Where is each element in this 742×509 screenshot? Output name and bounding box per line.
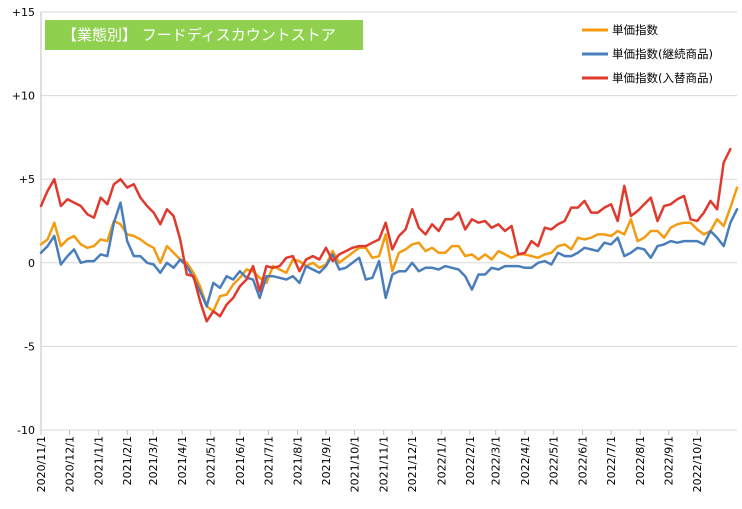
x-tick-label: 2022/8/1: [634, 436, 647, 485]
x-tick-label: 2021/9/1: [320, 436, 333, 485]
x-tick-label: 2021/5/1: [205, 436, 218, 485]
y-tick-label: -5: [24, 340, 35, 353]
x-tick-label: 2022/9/1: [663, 436, 676, 485]
series-line-1: [39, 186, 739, 313]
x-tick-label: 2022/10/1: [691, 436, 704, 492]
x-tick-label: 2021/4/1: [176, 436, 189, 485]
chart-title-text: 【業態別】 フードディスカウントストア: [62, 26, 336, 44]
x-tick-label: 2021/7/1: [262, 436, 275, 485]
x-tick-label: 2020/12/1: [64, 436, 77, 492]
x-tick-label: 2021/6/1: [234, 436, 247, 485]
series-line-3: [39, 147, 732, 323]
y-tick-label: -10: [17, 424, 35, 437]
x-tick-label: 2022/4/1: [519, 436, 532, 485]
y-tick-label: 0: [28, 257, 35, 270]
y-tick-label: +10: [12, 90, 35, 103]
series-lines: [39, 147, 739, 323]
x-tick-label: 2022/5/1: [547, 436, 560, 485]
x-tick-label: 2021/12/1: [406, 436, 419, 492]
x-tick-label: 2022/3/1: [490, 436, 503, 485]
x-tick-label: 2021/10/1: [349, 436, 362, 492]
legend-label-2: 単価指数(継続商品): [612, 47, 713, 61]
legend-label-3: 単価指数(入替商品): [612, 71, 713, 85]
x-tick-label: 2021/3/1: [147, 436, 160, 485]
x-tick-label: 2022/7/1: [605, 436, 618, 485]
x-tick-label: 2022/2/1: [464, 436, 477, 485]
x-tick-label: 2021/11/1: [378, 436, 391, 492]
chart-title: 【業態別】 フードディスカウントストア: [45, 20, 363, 50]
series-line-2: [39, 201, 739, 308]
x-tick-label: 2022/6/1: [577, 436, 590, 485]
x-tick-label: 2021/8/1: [292, 436, 305, 485]
x-axis: 2020/11/1 2020/12/1 2021/1/1 2021/2/1 2021/3…: [35, 430, 704, 492]
x-tick-label: 2020/11/1: [35, 436, 48, 492]
x-tick-label: 2022/1/1: [435, 436, 448, 485]
y-tick-label: +15: [12, 6, 35, 19]
x-tick-label: 2021/1/1: [93, 436, 106, 485]
legend-label-1: 単価指数: [612, 23, 658, 37]
x-tick-label: 2021/2/1: [121, 436, 134, 485]
y-axis: +15 +10 +5 0 -5 -10: [12, 6, 42, 437]
gridlines: [41, 11, 737, 431]
y-tick-label: +5: [19, 173, 35, 186]
chart-title-background: [45, 20, 363, 50]
